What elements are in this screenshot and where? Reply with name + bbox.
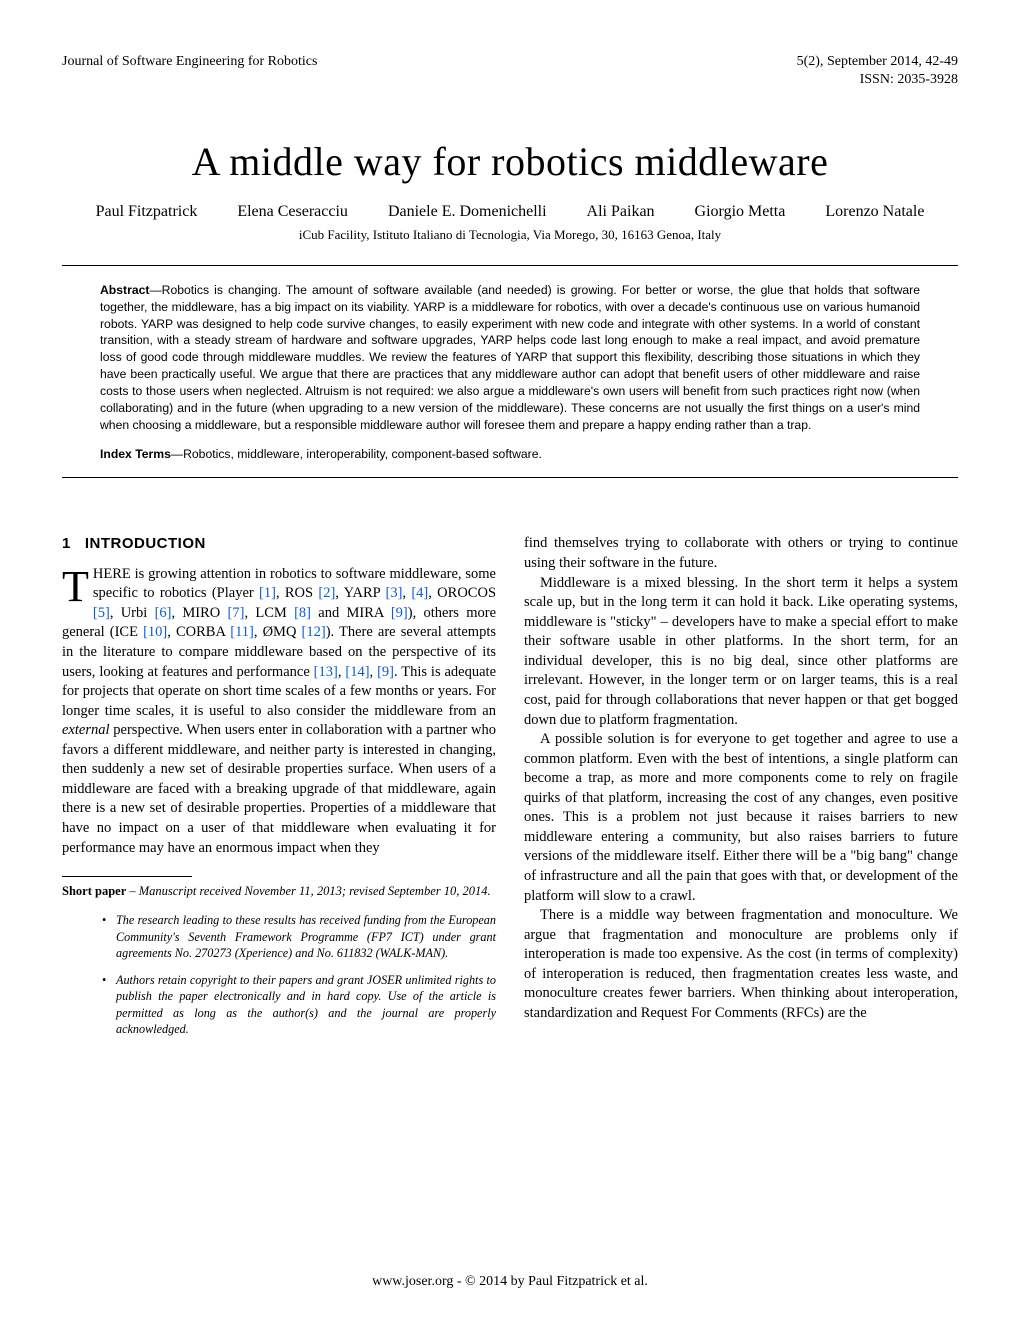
index-terms-text: —Robotics, middleware, interoperability,…	[171, 447, 542, 461]
left-column: 1 INTRODUCTION THERE is growing attention…	[62, 534, 496, 1049]
journal-name: Journal of Software Engineering for Robo…	[62, 54, 317, 70]
issn: ISSN: 2035-3928	[62, 72, 958, 88]
intro-paragraph: THERE is growing attention in robotics t…	[62, 565, 496, 858]
short-paper-note: Short paper – Manuscript received Novemb…	[62, 883, 496, 900]
author: Paul Fitzpatrick	[96, 203, 198, 220]
author: Ali Paikan	[587, 203, 655, 220]
citation[interactable]: [2]	[318, 585, 335, 601]
citation[interactable]: [13]	[314, 664, 338, 680]
citation[interactable]: [7]	[228, 605, 245, 621]
citation[interactable]: [8]	[294, 605, 311, 621]
page-footer: www.joser.org - © 2014 by Paul Fitzpatri…	[0, 1274, 1020, 1290]
body-columns: 1 INTRODUCTION THERE is growing attention…	[62, 534, 958, 1049]
citation[interactable]: [11]	[230, 624, 254, 640]
citation[interactable]: [6]	[155, 605, 172, 621]
footnote: The research leading to these results ha…	[102, 912, 496, 961]
author: Daniele E. Domenichelli	[388, 203, 547, 220]
paragraph: A possible solution is for everyone to g…	[524, 730, 958, 906]
citation[interactable]: [1]	[259, 585, 276, 601]
citation[interactable]: [4]	[411, 585, 428, 601]
section-title: INTRODUCTION	[85, 535, 206, 552]
affiliation: iCub Facility, Istituto Italiano di Tecn…	[62, 227, 958, 243]
abstract-text: —Robotics is changing. The amount of sof…	[100, 283, 920, 432]
citation[interactable]: [9]	[391, 605, 408, 621]
abstract: Abstract—Robotics is changing. The amoun…	[100, 282, 920, 433]
author: Giorgio Metta	[695, 203, 786, 220]
citation[interactable]: [5]	[93, 605, 110, 621]
abstract-block: Abstract—Robotics is changing. The amoun…	[62, 265, 958, 478]
section-heading: 1 INTRODUCTION	[62, 534, 496, 554]
emphasis: external	[62, 722, 110, 738]
running-header: Journal of Software Engineering for Robo…	[62, 54, 958, 70]
page: Journal of Software Engineering for Robo…	[0, 0, 1020, 1320]
author-list: Paul Fitzpatrick Elena Ceseracciu Daniel…	[62, 203, 958, 221]
author: Lorenzo Natale	[825, 203, 924, 220]
footnote: Authors retain copyright to their papers…	[102, 972, 496, 1038]
paragraph: Middleware is a mixed blessing. In the s…	[524, 574, 958, 731]
footnote-separator	[62, 876, 192, 877]
paper-title: A middle way for robotics middleware	[62, 138, 958, 185]
paragraph: find themselves trying to collaborate wi…	[524, 534, 958, 573]
index-terms-label: Index Terms	[100, 447, 171, 461]
citation[interactable]: [12]	[302, 624, 326, 640]
dropcap: T	[62, 565, 93, 605]
short-paper-label: Short paper	[62, 884, 126, 898]
citation[interactable]: [3]	[386, 585, 403, 601]
citation[interactable]: [14]	[345, 664, 369, 680]
index-terms: Index Terms—Robotics, middleware, intero…	[100, 447, 920, 461]
paragraph: There is a middle way between fragmentat…	[524, 906, 958, 1023]
footnote-list: The research leading to these results ha…	[62, 912, 496, 1037]
issue-info: 5(2), September 2014, 42-49	[797, 54, 958, 70]
right-column: find themselves trying to collaborate wi…	[524, 534, 958, 1049]
section-number: 1	[62, 535, 71, 552]
author: Elena Ceseracciu	[237, 203, 348, 220]
citation[interactable]: [9]	[377, 664, 394, 680]
abstract-label: Abstract	[100, 283, 149, 297]
citation[interactable]: [10]	[143, 624, 167, 640]
